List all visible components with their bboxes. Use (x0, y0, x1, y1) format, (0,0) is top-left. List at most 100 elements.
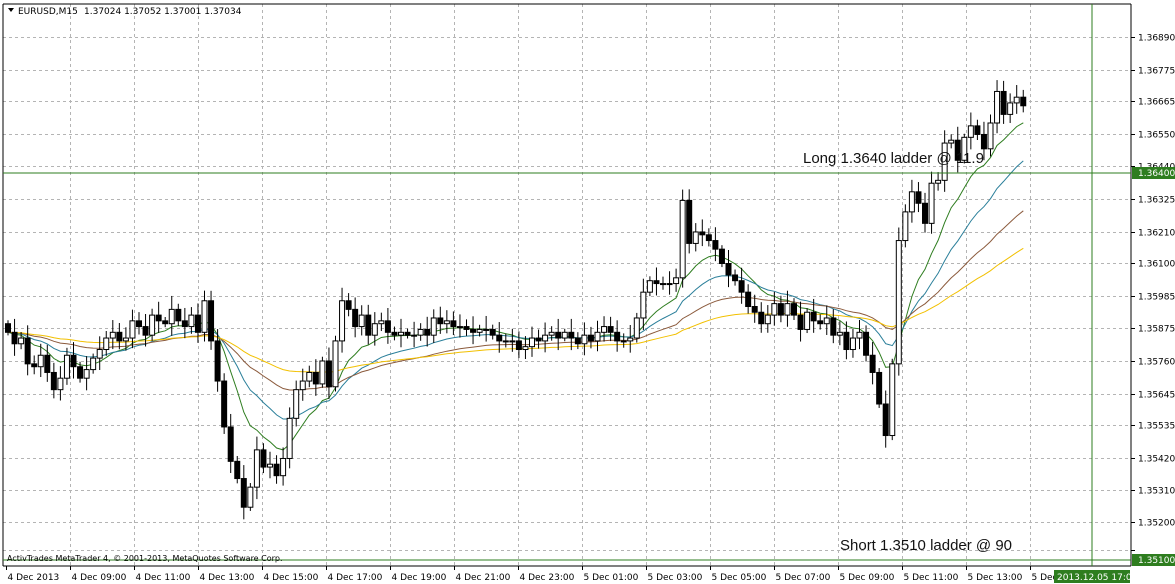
candle[interactable] (1000, 80, 1007, 124)
candle[interactable] (50, 362, 57, 399)
candle[interactable] (325, 347, 332, 399)
candle[interactable] (253, 436, 260, 500)
candle[interactable] (712, 227, 719, 262)
candle[interactable] (398, 318, 404, 348)
candle[interactable] (732, 269, 739, 286)
candle[interactable] (136, 312, 142, 335)
candle[interactable] (1020, 89, 1027, 113)
candle[interactable] (319, 356, 326, 388)
candle[interactable] (358, 305, 365, 336)
candle[interactable] (404, 328, 411, 339)
candle[interactable] (267, 451, 273, 479)
candle[interactable] (155, 301, 162, 333)
candle[interactable] (77, 361, 84, 383)
candle[interactable] (535, 329, 542, 349)
candle[interactable] (509, 328, 516, 352)
candle[interactable] (378, 312, 385, 332)
candle[interactable] (149, 308, 156, 341)
candle[interactable] (954, 126, 961, 173)
candle[interactable] (869, 342, 876, 385)
candle[interactable] (31, 355, 38, 375)
candle[interactable] (384, 308, 391, 344)
candle[interactable] (548, 326, 555, 341)
candle[interactable] (915, 182, 922, 213)
candle[interactable] (679, 189, 686, 288)
candle[interactable] (666, 271, 673, 295)
candle[interactable] (751, 294, 758, 323)
candle[interactable] (181, 307, 188, 339)
candle[interactable] (614, 320, 621, 352)
candle[interactable] (791, 298, 797, 321)
candle[interactable] (863, 325, 870, 362)
candle[interactable] (470, 316, 477, 345)
candle[interactable] (63, 347, 70, 385)
candle[interactable] (633, 312, 640, 343)
candle[interactable] (974, 119, 981, 140)
candle[interactable] (758, 302, 765, 333)
candles[interactable] (5, 80, 1027, 520)
candle[interactable] (391, 326, 398, 341)
candle[interactable] (214, 329, 221, 392)
candle[interactable] (24, 325, 31, 376)
candle[interactable] (162, 316, 169, 328)
candle[interactable] (587, 326, 594, 349)
candle[interactable] (476, 324, 483, 337)
candle[interactable] (194, 303, 201, 343)
candle[interactable] (1013, 85, 1020, 114)
candle[interactable] (456, 314, 463, 338)
candle[interactable] (175, 303, 182, 326)
candle[interactable] (568, 318, 575, 351)
candle[interactable] (718, 245, 725, 268)
candle[interactable] (489, 324, 496, 340)
candle[interactable] (627, 324, 634, 353)
candle[interactable] (928, 171, 935, 234)
candle[interactable] (601, 316, 608, 342)
candle[interactable] (725, 250, 732, 288)
candle[interactable] (529, 326, 535, 357)
candle[interactable] (876, 368, 883, 408)
candle[interactable] (227, 413, 234, 474)
candle[interactable] (273, 455, 280, 484)
candle[interactable] (515, 331, 522, 359)
candle[interactable] (686, 189, 693, 254)
candle[interactable] (941, 130, 948, 192)
candle[interactable] (653, 267, 660, 296)
candle[interactable] (83, 356, 90, 391)
candle[interactable] (234, 456, 241, 484)
candle[interactable] (312, 359, 319, 396)
candle[interactable] (660, 276, 666, 290)
candle[interactable] (594, 320, 601, 352)
candle[interactable] (738, 267, 745, 304)
candle[interactable] (561, 328, 568, 342)
candle[interactable] (581, 322, 588, 356)
candle[interactable] (96, 336, 103, 370)
candle[interactable] (646, 276, 653, 297)
candle[interactable] (260, 443, 267, 474)
candle[interactable] (70, 342, 77, 379)
candle[interactable] (437, 306, 444, 334)
candle[interactable] (247, 483, 254, 511)
candle[interactable] (18, 332, 25, 350)
candle[interactable] (168, 295, 175, 336)
candle[interactable] (496, 322, 503, 353)
candle[interactable] (804, 308, 811, 334)
candle[interactable] (332, 335, 339, 392)
candle[interactable] (673, 268, 680, 292)
candle[interactable] (450, 311, 457, 336)
candle[interactable] (967, 112, 974, 150)
candle[interactable] (502, 333, 509, 348)
candle[interactable] (764, 305, 771, 333)
candle[interactable] (961, 133, 968, 164)
candle[interactable] (90, 353, 97, 374)
candle[interactable] (705, 228, 712, 247)
candle[interactable] (208, 290, 215, 350)
candle[interactable] (424, 316, 431, 347)
candle[interactable] (745, 284, 752, 314)
candle[interactable] (463, 319, 470, 336)
candle[interactable] (889, 358, 896, 441)
candle[interactable] (286, 407, 293, 469)
candle[interactable] (483, 315, 490, 342)
candle[interactable] (443, 310, 450, 334)
candle[interactable] (122, 327, 129, 351)
